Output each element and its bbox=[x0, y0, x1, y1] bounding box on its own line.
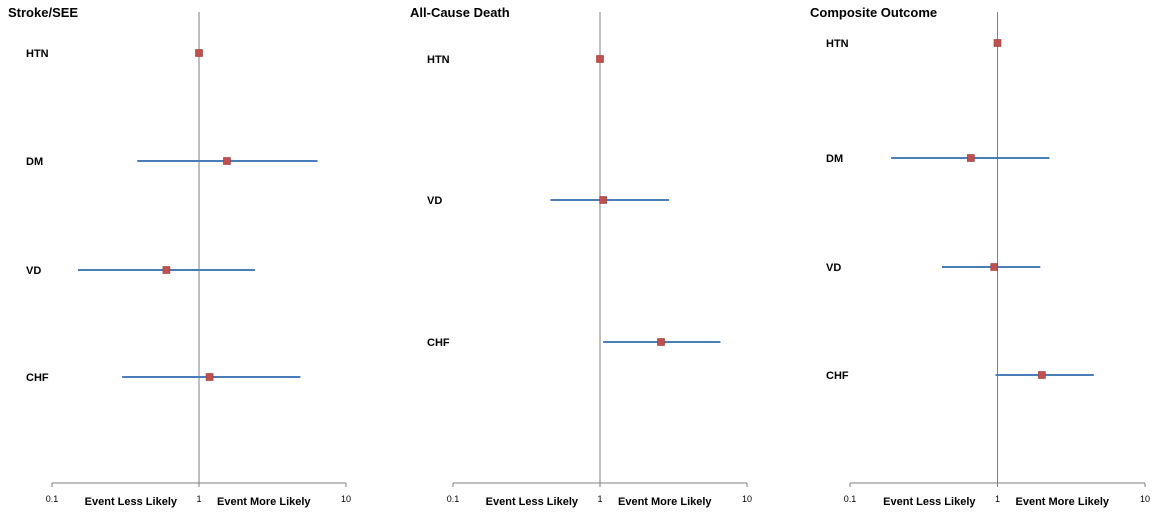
estimate-marker-vd bbox=[990, 263, 999, 271]
x-tick-label: 10 bbox=[1140, 494, 1150, 504]
event-less-likely-label: Event Less Likely bbox=[486, 496, 579, 508]
estimate-marker-dm bbox=[967, 154, 975, 162]
row-label-dm: DM bbox=[26, 156, 43, 168]
estimate-marker-vd bbox=[599, 196, 607, 204]
row-label-dm: DM bbox=[826, 153, 843, 165]
estimate-marker-dm bbox=[223, 157, 231, 165]
panel-title: All-Cause Death bbox=[410, 5, 510, 20]
event-more-likely-label: Event More Likely bbox=[217, 496, 311, 508]
row-label-vd: VD bbox=[26, 265, 41, 277]
row-label-htn: HTN bbox=[427, 54, 450, 66]
event-less-likely-label: Event Less Likely bbox=[883, 496, 976, 508]
x-tick-label: 0.1 bbox=[447, 494, 460, 504]
row-label-vd: VD bbox=[427, 195, 442, 207]
x-tick-label: 10 bbox=[742, 494, 752, 504]
estimate-marker-chf bbox=[1038, 371, 1046, 379]
row-label-htn: HTN bbox=[826, 38, 849, 50]
row-label-vd: VD bbox=[826, 262, 841, 274]
event-less-likely-label: Event Less Likely bbox=[85, 496, 178, 508]
estimate-marker-chf bbox=[205, 373, 214, 381]
row-label-chf: CHF bbox=[427, 337, 450, 349]
estimate-marker-htn bbox=[993, 39, 1002, 47]
x-tick-label: 0.1 bbox=[46, 494, 59, 504]
row-label-chf: CHF bbox=[26, 372, 49, 384]
x-tick-label: 1 bbox=[196, 494, 201, 504]
panel-title: Stroke/SEE bbox=[8, 5, 78, 20]
x-tick-label: 10 bbox=[341, 494, 351, 504]
estimate-marker-htn bbox=[195, 49, 203, 57]
estimate-marker-chf bbox=[657, 338, 665, 346]
estimate-marker-vd bbox=[162, 266, 171, 274]
event-more-likely-label: Event More Likely bbox=[1016, 496, 1110, 508]
row-label-htn: HTN bbox=[26, 48, 49, 60]
row-label-chf: CHF bbox=[826, 370, 849, 382]
x-tick-label: 0.1 bbox=[844, 494, 857, 504]
panel-title: Composite Outcome bbox=[810, 5, 937, 20]
estimate-marker-htn bbox=[596, 55, 604, 63]
x-tick-label: 1 bbox=[995, 494, 1000, 504]
x-tick-label: 1 bbox=[597, 494, 602, 504]
event-more-likely-label: Event More Likely bbox=[618, 496, 712, 508]
